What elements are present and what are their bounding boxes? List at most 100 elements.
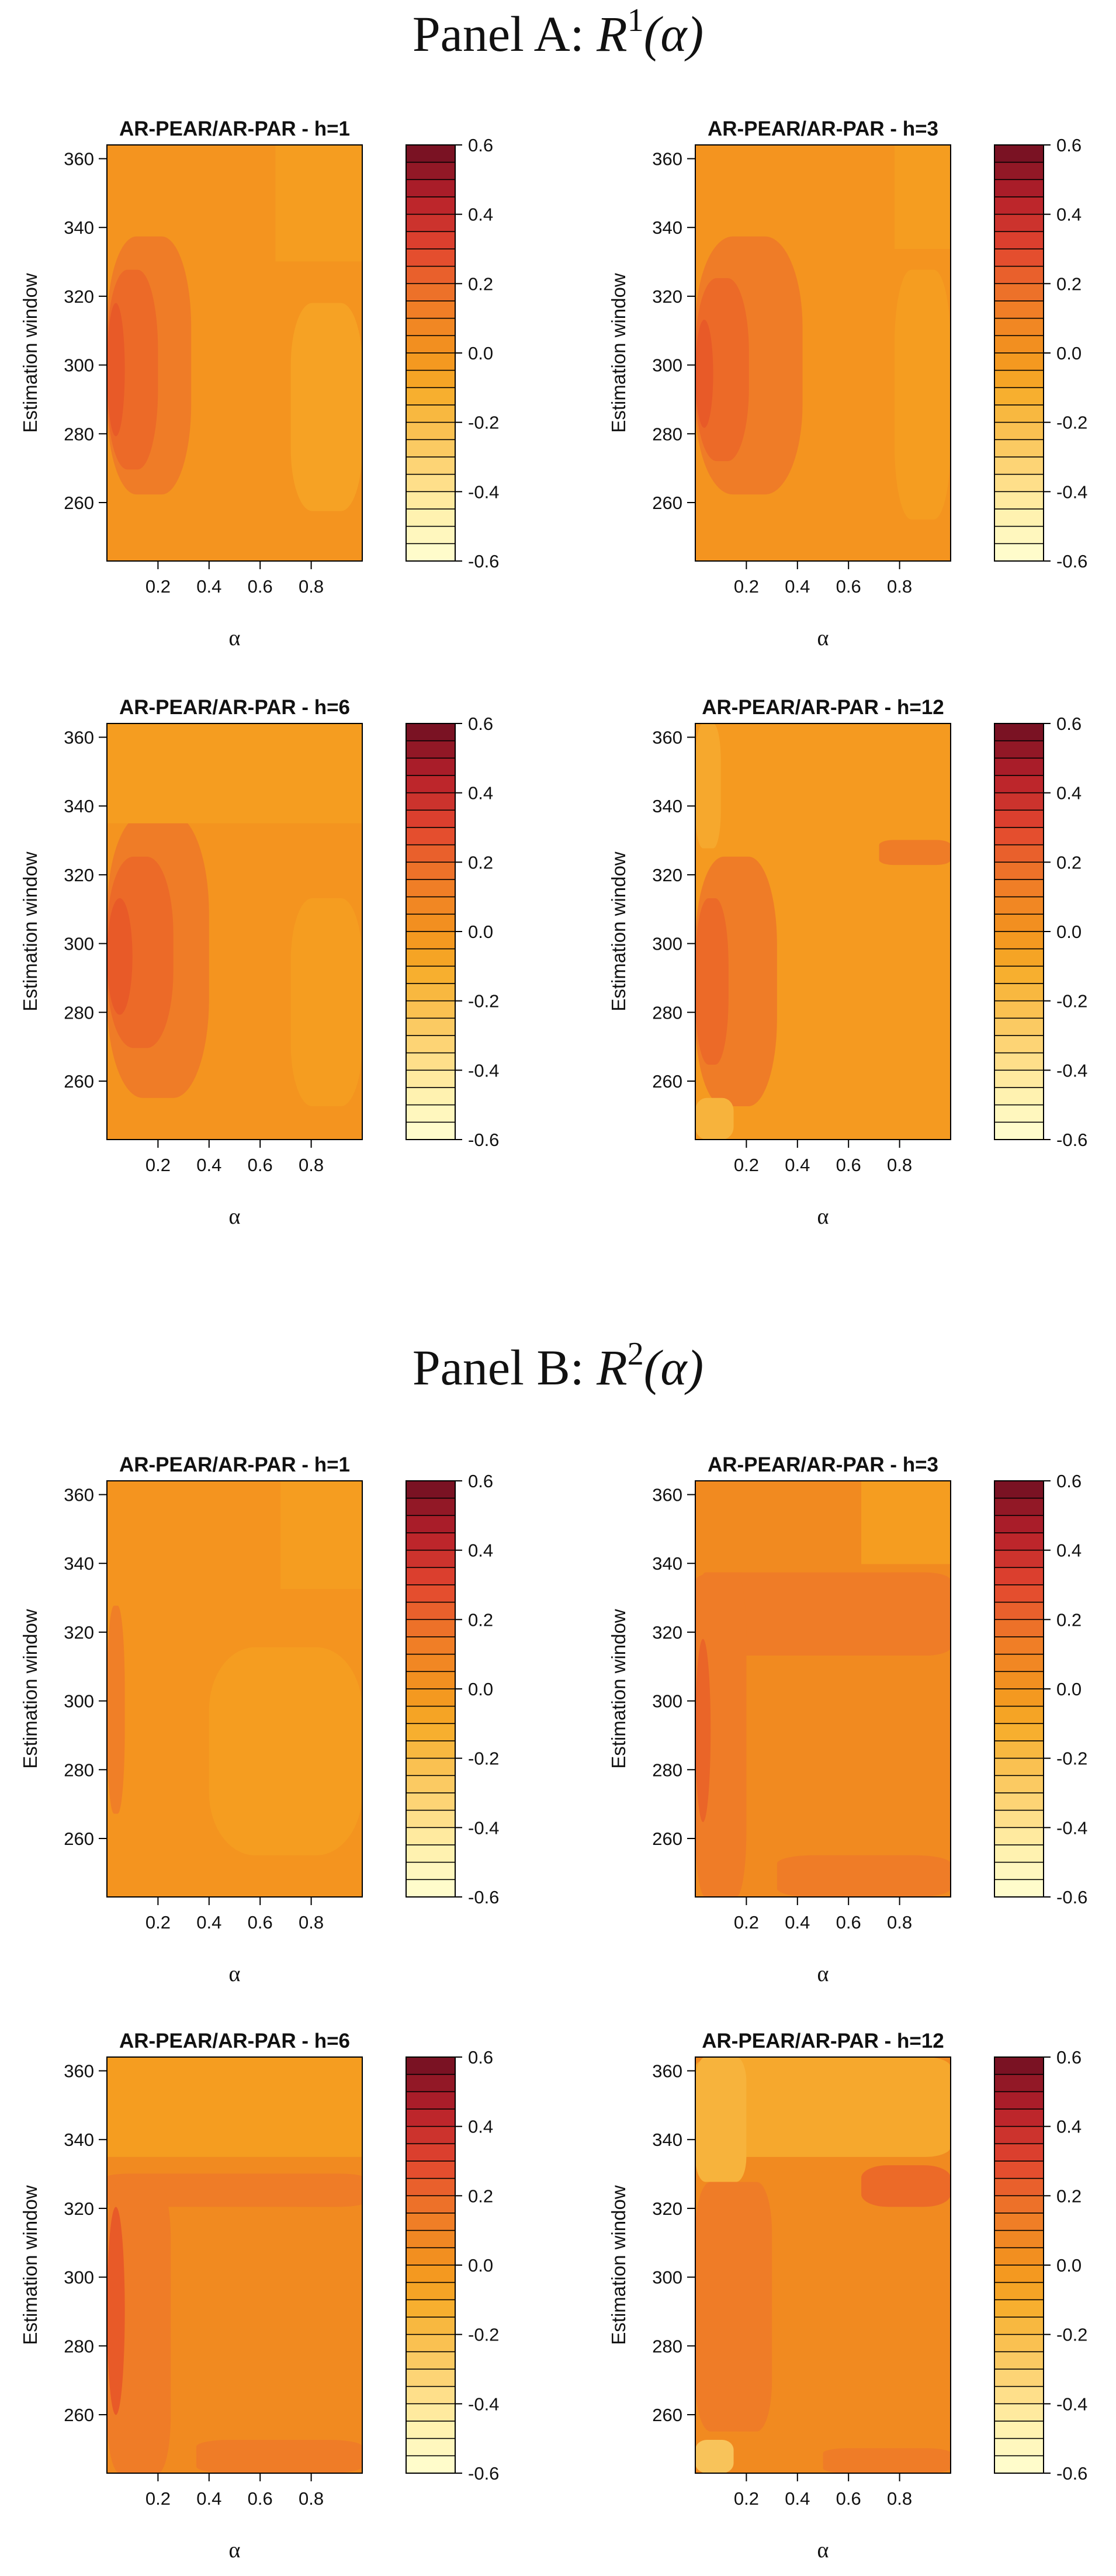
colorbar-tick-label: 0.0 (1056, 2255, 1082, 2276)
colorbar-bin (994, 1619, 1044, 1637)
chart-title: AR-PEAR/AR-PAR - h=12 (702, 696, 944, 719)
chart-title: AR-PEAR/AR-PAR - h=6 (119, 2030, 350, 2052)
colorbar-bin (994, 2213, 1044, 2231)
x-tick-label: 0.8 (299, 2488, 324, 2509)
colorbar-bin (994, 2247, 1044, 2266)
y-tick-label: 280 (652, 424, 682, 444)
contour-region (695, 1572, 747, 1897)
colorbar-tick-label: -0.4 (1056, 2394, 1087, 2414)
colorbar-bin (405, 213, 456, 233)
colorbar-tick-label: -0.2 (1056, 1749, 1087, 1769)
y-tick-label: 360 (64, 728, 94, 748)
colorbar-bin (994, 1000, 1044, 1019)
colorbar-tick-label: 0.6 (1056, 2047, 1082, 2068)
plot-frame (106, 1480, 363, 1898)
colorbar-tick-label: 0.6 (1056, 135, 1082, 155)
y-tick-label: 300 (652, 2267, 682, 2288)
colorbar-bin (994, 2195, 1044, 2214)
colorbar-bin (405, 2317, 456, 2335)
colorbar-bin (405, 1671, 456, 1689)
colorbar-tick-label: -0.2 (1056, 991, 1087, 1012)
colorbar-bin (405, 2073, 456, 2093)
heatmap-chart-1: AR-PEAR/AR-PAR - h=1 260 280 300 320 340 360 0.… (19, 117, 499, 650)
colorbar-tick-label: 0.4 (1056, 1540, 1082, 1561)
x-tick-label: 0.6 (248, 1155, 273, 1175)
colorbar-bin (994, 1549, 1044, 1569)
colorbar-bin (994, 757, 1044, 776)
x-tick-label: 0.6 (836, 1155, 861, 1175)
colorbar-bin (994, 792, 1044, 811)
y-tick-label: 360 (652, 2061, 682, 2082)
colorbar-bin (994, 2281, 1044, 2301)
x-tick-label: 0.4 (196, 576, 221, 597)
colorbar-bin (405, 1879, 456, 1898)
y-tick-label: 360 (64, 1485, 94, 1505)
colorbar-tick-label: -0.6 (468, 551, 499, 572)
y-tick-label: 320 (64, 286, 94, 307)
y-tick-label: 300 (652, 355, 682, 376)
colorbar-tick-label: -0.6 (1056, 2463, 1087, 2484)
colorbar-bin (405, 948, 456, 967)
colorbar-bin (994, 369, 1044, 389)
colorbar-bin (994, 2108, 1044, 2127)
colorbar-bin (405, 1567, 456, 1585)
y-tick-label: 260 (64, 1071, 94, 1092)
x-axis-label: α (229, 1962, 241, 1986)
colorbar-bin (405, 2247, 456, 2266)
colorbar-bin (994, 983, 1044, 1002)
colorbar-bin (994, 352, 1044, 371)
y-tick-label: 280 (64, 1760, 94, 1780)
colorbar-bin (405, 473, 456, 493)
contour-region (107, 723, 362, 823)
colorbar-bin (405, 300, 456, 319)
colorbar-tick-label: -0.4 (468, 1060, 499, 1081)
colorbar-bin (994, 317, 1044, 337)
y-tick-label: 300 (64, 355, 94, 376)
y-axis-label: Estimation window (608, 2185, 629, 2345)
colorbar-tick-label: -0.2 (1056, 413, 1087, 433)
colorbar-bin (994, 723, 1044, 742)
colorbar-bin (405, 161, 456, 181)
contour-region (894, 269, 951, 520)
colorbar-bin (405, 2403, 456, 2422)
panel-b-var: R (597, 1339, 628, 1396)
heatmap-chart-6: AR-PEAR/AR-PAR - h=3 260 280 300 320 340 360 0.… (608, 1453, 1087, 1986)
colorbar-tick-label: 0.2 (468, 273, 493, 294)
y-tick-label: 280 (64, 1002, 94, 1023)
colorbar-tick-label: 0.4 (1056, 783, 1082, 804)
contour-region (275, 145, 362, 262)
contour-region (107, 303, 125, 437)
colorbar-bin (994, 2229, 1044, 2249)
y-tick-label: 360 (652, 1485, 682, 1505)
colorbar-bin (405, 1809, 456, 1829)
heatmap-chart-5: AR-PEAR/AR-PAR - h=1 260 280 300 320 340 360 0.… (19, 1453, 499, 1986)
colorbar-bin (405, 2108, 456, 2127)
colorbar-bin (405, 983, 456, 1002)
x-tick-label: 0.4 (785, 1155, 810, 1175)
colorbar-tick-label: 0.2 (1056, 273, 1082, 294)
colorbar-bin (994, 1017, 1044, 1036)
colorbar-bin (405, 491, 456, 510)
contour-region (695, 723, 721, 849)
colorbar-bin (994, 387, 1044, 406)
contour-region (695, 1572, 951, 1656)
x-tick-label: 0.2 (145, 1155, 171, 1175)
colorbar-bin (405, 965, 456, 984)
colorbar-bin (994, 2056, 1044, 2075)
colorbar-bin (994, 1121, 1044, 1140)
colorbar-bin (994, 144, 1044, 163)
panel-a-prefix: Panel A: (412, 6, 584, 62)
colorbar-bin (994, 300, 1044, 319)
y-tick-label: 280 (652, 1002, 682, 1023)
colorbar-bin (405, 283, 456, 302)
colorbar-bin (994, 2385, 1044, 2405)
colorbar-bin (405, 1584, 456, 1603)
colorbar-tick-label: 0.0 (1056, 1679, 1082, 1699)
colorbar-bin (405, 2421, 456, 2439)
colorbar-bin (994, 179, 1044, 198)
y-axis-label: Estimation window (19, 2185, 41, 2345)
colorbar-bin (405, 827, 456, 846)
chart-title: AR-PEAR/AR-PAR - h=1 (119, 1453, 350, 1476)
x-axis-label: α (229, 1204, 241, 1229)
colorbar-bin (405, 1619, 456, 1637)
